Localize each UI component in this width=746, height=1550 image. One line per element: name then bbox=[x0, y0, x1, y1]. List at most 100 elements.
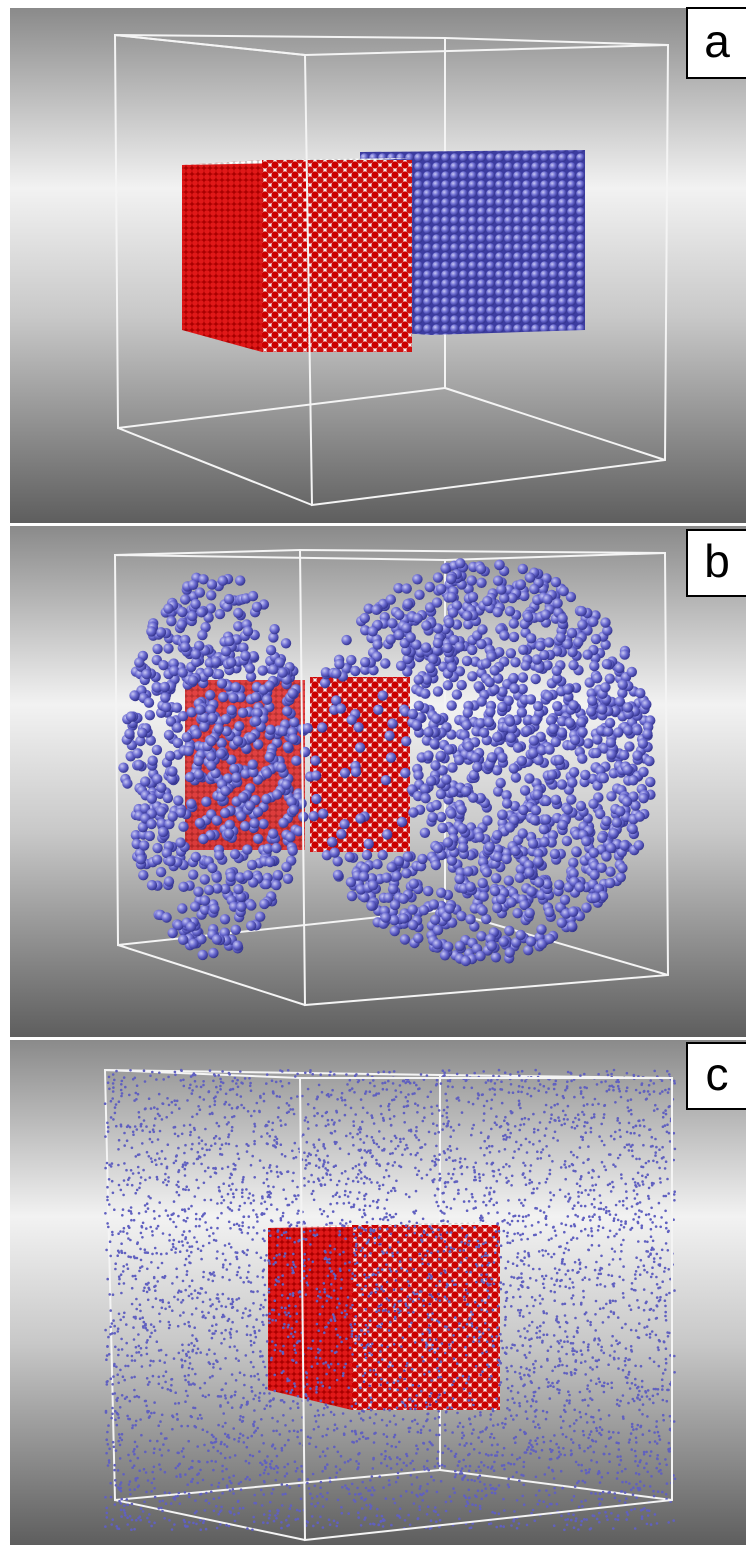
gas-atom bbox=[493, 1190, 496, 1193]
gas-atom bbox=[349, 1306, 352, 1309]
atom bbox=[619, 750, 629, 760]
gas-atom bbox=[121, 1092, 124, 1095]
gas-atom bbox=[443, 1109, 446, 1112]
gas-atom bbox=[621, 1470, 624, 1473]
atom bbox=[522, 726, 532, 736]
gas-atom bbox=[580, 1524, 583, 1527]
gas-atom bbox=[171, 1101, 174, 1104]
gas-atom bbox=[123, 1312, 126, 1315]
gas-atom bbox=[436, 1358, 439, 1361]
gas-atom bbox=[584, 1481, 587, 1484]
gas-atom bbox=[506, 1241, 509, 1244]
gas-atom bbox=[224, 1357, 227, 1360]
atom bbox=[541, 610, 551, 620]
gas-atom bbox=[351, 1330, 354, 1333]
gas-atom bbox=[285, 1314, 288, 1317]
gas-atom bbox=[618, 1200, 621, 1203]
gas-atom bbox=[435, 1520, 438, 1523]
gas-atom bbox=[564, 1303, 567, 1306]
atom bbox=[509, 632, 519, 642]
gas-atom bbox=[342, 1251, 345, 1254]
atom bbox=[238, 792, 248, 802]
gas-atom bbox=[388, 1329, 391, 1332]
gas-atom bbox=[577, 1464, 580, 1467]
gas-atom bbox=[345, 1073, 348, 1076]
gas-atom bbox=[634, 1289, 637, 1292]
gas-atom bbox=[328, 1258, 331, 1261]
gas-atom bbox=[353, 1233, 356, 1236]
atom bbox=[308, 811, 318, 821]
gas-atom bbox=[136, 1445, 139, 1448]
gas-atom bbox=[198, 1136, 201, 1139]
gas-atom bbox=[674, 1478, 677, 1481]
gas-atom bbox=[396, 1456, 399, 1459]
gas-atom bbox=[430, 1294, 433, 1297]
gas-atom bbox=[478, 1173, 481, 1176]
gas-atom bbox=[510, 1184, 513, 1187]
atom bbox=[462, 611, 472, 621]
atom bbox=[464, 741, 474, 751]
gas-atom bbox=[452, 1487, 455, 1490]
gas-atom bbox=[135, 1278, 138, 1281]
gas-atom bbox=[532, 1509, 535, 1512]
gas-atom bbox=[540, 1157, 543, 1160]
atom bbox=[360, 613, 370, 623]
gas-atom bbox=[548, 1154, 551, 1157]
gas-atom bbox=[314, 1415, 317, 1418]
atom bbox=[139, 840, 149, 850]
gas-atom bbox=[116, 1412, 119, 1415]
gas-atom bbox=[364, 1353, 367, 1356]
gas-atom bbox=[578, 1259, 581, 1262]
gas-atom bbox=[150, 1412, 153, 1415]
atom bbox=[144, 698, 154, 708]
gas-atom bbox=[460, 1261, 463, 1264]
gas-atom bbox=[230, 1246, 233, 1249]
gas-atom bbox=[268, 1230, 271, 1233]
gas-atom bbox=[400, 1222, 403, 1225]
atom bbox=[544, 637, 554, 647]
gas-atom bbox=[111, 1407, 114, 1410]
gas-atom bbox=[378, 1475, 381, 1478]
atom bbox=[207, 863, 217, 873]
gas-atom bbox=[645, 1391, 648, 1394]
gas-atom bbox=[438, 1416, 441, 1419]
gas-atom bbox=[638, 1216, 641, 1219]
gas-atom bbox=[208, 1329, 211, 1332]
gas-atom bbox=[491, 1408, 494, 1411]
atom bbox=[164, 876, 174, 886]
gas-atom bbox=[443, 1465, 446, 1468]
atom bbox=[207, 579, 217, 589]
atom bbox=[508, 673, 518, 683]
gas-atom bbox=[478, 1176, 481, 1179]
gas-atom bbox=[532, 1363, 535, 1366]
gas-atom bbox=[598, 1216, 601, 1219]
gas-atom bbox=[339, 1222, 342, 1225]
gas-atom bbox=[392, 1498, 395, 1501]
gas-atom bbox=[211, 1332, 214, 1335]
gas-atom bbox=[282, 1345, 285, 1348]
atom bbox=[392, 871, 402, 881]
gas-atom bbox=[363, 1141, 366, 1144]
gas-atom bbox=[628, 1149, 631, 1152]
gas-atom bbox=[111, 1097, 114, 1100]
atom bbox=[403, 851, 413, 861]
gas-atom bbox=[555, 1318, 558, 1321]
gas-atom bbox=[405, 1234, 408, 1237]
gas-atom bbox=[190, 1480, 193, 1483]
gas-atom bbox=[435, 1158, 438, 1161]
gas-atom bbox=[182, 1447, 185, 1450]
gas-atom bbox=[221, 1195, 224, 1198]
gas-atom bbox=[214, 1142, 217, 1145]
gas-atom bbox=[341, 1172, 344, 1175]
gas-atom bbox=[594, 1492, 597, 1495]
atom bbox=[413, 933, 423, 943]
atom bbox=[541, 814, 551, 824]
atom bbox=[444, 744, 454, 754]
gas-atom bbox=[416, 1476, 419, 1479]
gas-atom bbox=[156, 1176, 159, 1179]
atom bbox=[190, 599, 200, 609]
gas-atom bbox=[266, 1124, 269, 1127]
gas-atom bbox=[361, 1247, 364, 1250]
gas-atom bbox=[615, 1214, 618, 1217]
atom bbox=[184, 746, 194, 756]
